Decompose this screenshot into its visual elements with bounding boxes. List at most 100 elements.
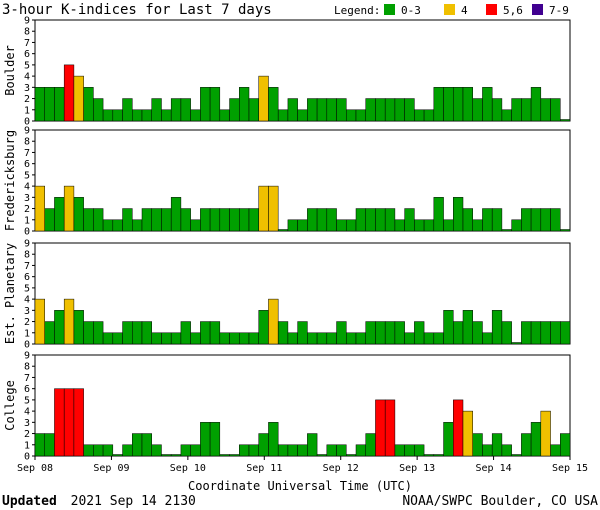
legend-swatch-1 (444, 4, 455, 15)
bar-1-41 (433, 197, 444, 232)
bar-1-46 (482, 208, 493, 232)
bar-0-5 (83, 87, 94, 122)
bar-3-14 (170, 454, 182, 457)
bar-1-40 (423, 219, 435, 232)
y-tick-label: 9 (24, 126, 30, 137)
bar-0-13 (161, 109, 172, 122)
bar-0-6 (93, 98, 104, 122)
y-tick-label: 6 (24, 272, 30, 283)
bar-1-31 (336, 219, 347, 232)
bar-2-48 (501, 321, 512, 345)
bar-0-40 (423, 109, 435, 122)
bar-1-20 (229, 208, 240, 232)
bar-3-3 (63, 388, 75, 457)
bar-0-10 (132, 109, 143, 122)
bar-1-52 (540, 208, 551, 232)
bar-0-18 (209, 87, 221, 122)
footer-credit: NOAA/SWPC Boulder, CO USA (402, 494, 598, 509)
bar-2-21 (239, 332, 250, 345)
bar-3-36 (384, 399, 396, 457)
bar-3-5 (83, 444, 94, 457)
legend-entry-1: 4 (461, 4, 468, 17)
bar-0-22 (248, 98, 259, 122)
y-tick-label: 9 (24, 351, 30, 362)
bar-3-18 (209, 422, 221, 457)
bar-3-34 (365, 433, 376, 457)
bar-0-36 (384, 98, 396, 122)
bar-2-24 (268, 298, 279, 345)
bar-1-4 (73, 197, 84, 232)
bar-2-45 (472, 321, 483, 345)
bar-3-49 (511, 454, 522, 457)
y-tick-label: 3 (24, 193, 30, 204)
x-tick-label: Sep 13 (399, 463, 435, 474)
y-tick-label: 3 (24, 306, 30, 317)
bar-0-4 (73, 75, 84, 122)
bar-0-8 (112, 109, 123, 122)
y-tick-label: 8 (24, 137, 30, 148)
bar-3-0 (34, 433, 45, 457)
y-tick-label: 1 (24, 105, 30, 116)
bar-3-19 (219, 454, 230, 457)
bar-3-38 (404, 444, 415, 457)
bar-3-47 (491, 433, 503, 457)
bar-3-42 (443, 422, 454, 457)
y-tick-label: 6 (24, 159, 30, 170)
bar-0-35 (375, 98, 386, 122)
bar-2-28 (307, 332, 318, 345)
panel-label-2: Est. Planetary (3, 243, 17, 344)
bar-1-18 (209, 208, 221, 232)
bar-2-31 (336, 321, 347, 345)
bar-3-54 (560, 433, 571, 457)
bar-0-28 (307, 98, 318, 122)
bar-1-35 (375, 208, 386, 232)
bar-0-50 (521, 98, 532, 122)
bar-2-7 (102, 332, 114, 345)
bar-1-44 (462, 208, 473, 232)
bar-0-12 (151, 98, 162, 122)
y-tick-label: 3 (24, 418, 30, 429)
bar-0-53 (550, 98, 561, 122)
y-tick-label: 2 (24, 429, 30, 440)
bar-2-39 (414, 321, 425, 345)
bar-2-50 (521, 321, 532, 345)
bar-1-7 (102, 219, 114, 232)
y-tick-label: 8 (24, 250, 30, 261)
bar-3-37 (394, 444, 405, 457)
bar-0-1 (44, 87, 55, 122)
bar-2-49 (511, 342, 522, 345)
bar-1-24 (268, 185, 279, 232)
bar-3-28 (307, 433, 318, 457)
y-tick-label: 7 (24, 148, 30, 159)
bar-1-28 (307, 208, 318, 232)
bar-3-32 (346, 454, 357, 457)
y-tick-label: 5 (24, 170, 30, 181)
x-axis-label: Coordinate Universal Time (UTC) (188, 479, 412, 493)
bar-3-12 (151, 444, 162, 457)
updated-label: Updated (2, 494, 57, 509)
bar-0-30 (326, 98, 337, 122)
y-tick-label: 1 (24, 215, 30, 226)
bar-3-33 (355, 444, 366, 457)
bar-2-30 (326, 332, 337, 345)
bar-0-23 (258, 75, 269, 122)
bar-3-30 (326, 444, 337, 457)
bar-1-25 (277, 229, 289, 232)
panel-label-3: College (3, 380, 17, 431)
y-tick-label: 2 (24, 317, 30, 328)
y-tick-label: 4 (24, 72, 30, 83)
bar-2-47 (491, 310, 503, 345)
bar-3-15 (180, 444, 191, 457)
bar-1-11 (141, 208, 152, 232)
bar-1-22 (248, 208, 259, 232)
bar-0-3 (63, 64, 75, 122)
bar-0-29 (316, 98, 328, 122)
panel-label-1: Fredericksburg (3, 130, 17, 231)
bar-2-25 (277, 321, 289, 345)
bar-3-25 (277, 444, 289, 457)
bar-3-44 (462, 410, 473, 457)
bar-3-50 (521, 433, 532, 457)
bar-3-40 (423, 454, 435, 457)
bar-2-16 (190, 332, 201, 345)
